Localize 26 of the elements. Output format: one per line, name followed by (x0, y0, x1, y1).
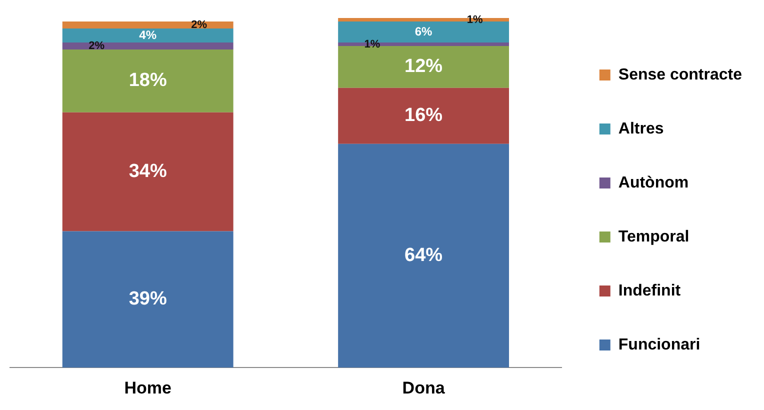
data-label: 6% (414, 24, 433, 38)
x-tick-label: Home (124, 378, 172, 398)
x-tick-label: Dona (402, 378, 446, 398)
legend-label: Funcionari (618, 336, 700, 354)
legend-label: Autònom (618, 174, 689, 192)
data-label: 39% (128, 288, 167, 310)
bar (338, 144, 510, 368)
bar (62, 112, 234, 232)
data-label: 64% (404, 244, 443, 266)
data-label: 4% (139, 28, 157, 42)
legend-label: Altres (618, 120, 664, 138)
data-label: 2% (88, 40, 105, 52)
bar (62, 49, 234, 112)
data-label: 12% (404, 56, 443, 78)
bar (62, 28, 234, 42)
legend-label: Temporal (618, 228, 690, 246)
bar (338, 88, 510, 144)
data-label: 34% (128, 161, 167, 182)
bar (62, 42, 234, 50)
legend-label: Indefinit (618, 282, 682, 300)
data-label: 18% (128, 70, 167, 92)
legend-label: Sense contracte (618, 66, 742, 84)
bar (62, 21, 234, 28)
bar (62, 231, 234, 368)
data-label: 2% (191, 19, 208, 32)
data-label: 16% (404, 105, 443, 126)
